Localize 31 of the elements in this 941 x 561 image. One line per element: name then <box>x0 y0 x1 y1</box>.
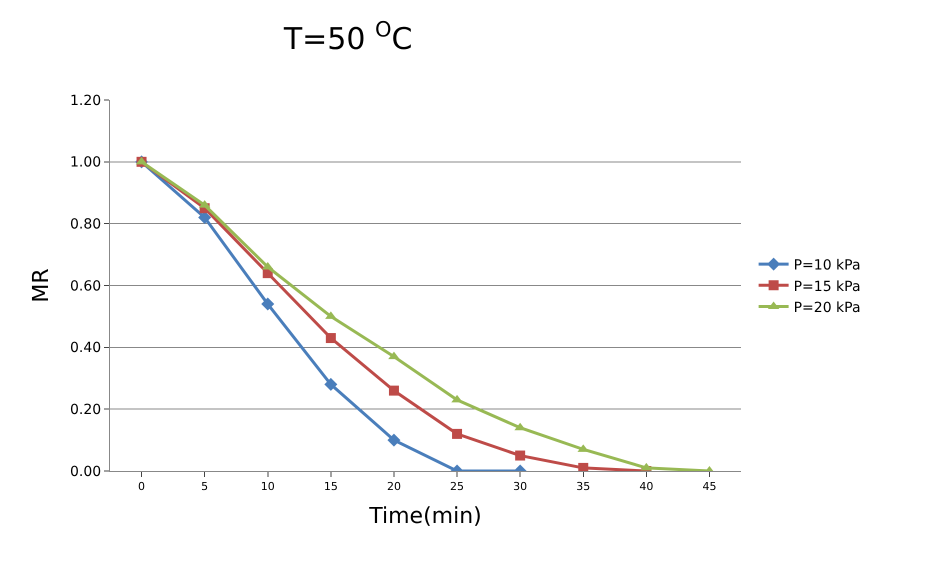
x-tick-label: 40 <box>639 480 654 494</box>
point <box>452 428 462 439</box>
y-axis-title: MR <box>28 268 54 303</box>
x-axis-title: Time(min) <box>368 504 482 530</box>
point <box>324 378 338 391</box>
y-tick-label: 0.60 <box>70 278 102 294</box>
point <box>326 333 336 344</box>
point <box>387 434 400 447</box>
x-tick-label: 0 <box>138 480 146 494</box>
y-tick-label: 1.00 <box>70 154 102 171</box>
y-tick-label: 0.20 <box>70 402 102 418</box>
y-tick-label: 0.40 <box>70 340 102 356</box>
legend-label: P=20 kPa <box>794 300 861 316</box>
x-tick-label: 30 <box>513 480 528 494</box>
x-tick-label: 45 <box>702 480 716 494</box>
point <box>388 386 399 396</box>
x-tick-label: 25 <box>450 480 464 494</box>
x-tick-label: 35 <box>576 480 590 494</box>
x-tick-label: 10 <box>260 480 275 494</box>
legend-label: P=10 kPa <box>794 258 861 274</box>
x-tick-label: 15 <box>324 480 338 494</box>
point <box>261 298 274 311</box>
y-tick-label: 0.00 <box>70 464 102 480</box>
point <box>578 462 588 471</box>
y-tick-label: 1.20 <box>70 92 102 109</box>
chart-title: T=50 $^{O}$C <box>282 17 412 58</box>
y-tick-label: 0.80 <box>70 216 102 233</box>
x-tick-label: 5 <box>201 480 208 494</box>
point <box>515 450 526 461</box>
x-tick-label: 20 <box>386 480 401 494</box>
legend-label: P=15 kPa <box>794 278 861 295</box>
